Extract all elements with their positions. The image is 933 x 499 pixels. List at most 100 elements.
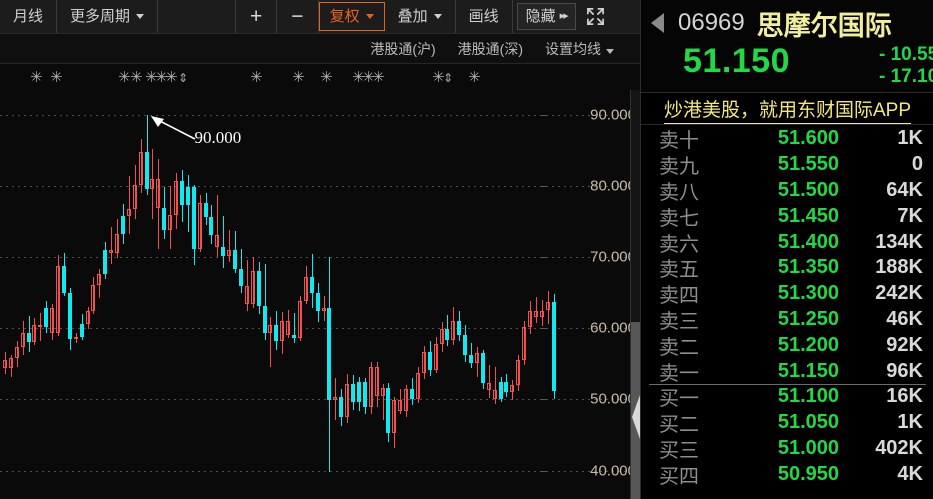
order-book-row[interactable]: 卖十 51.600 1K [641, 126, 933, 152]
order-book-level-label: 卖三 [659, 310, 699, 333]
chevron-down-icon [365, 14, 374, 19]
candle-wick [306, 265, 307, 305]
toolbar-button-label: 复权 [329, 8, 360, 25]
order-book-row[interactable]: 买三 51.000 402K [641, 436, 933, 462]
order-book-price: 51.500 [777, 178, 839, 201]
candle-wick [176, 172, 177, 230]
order-book-price: 51.300 [777, 282, 839, 305]
order-book-level-label: 卖七 [659, 207, 699, 230]
subtoolbar-link-configure-moving-average[interactable]: 设置均线 [545, 39, 614, 59]
order-book-row[interactable]: 买二 51.050 1K [641, 410, 933, 436]
order-book-price: 50.950 [777, 462, 839, 485]
order-book-row[interactable]: 卖八 51.500 64K [641, 178, 933, 204]
subtoolbar-link-hk-connect-shanghai[interactable]: 港股通(沪) [370, 39, 435, 59]
event-marker-icon: ✳ [362, 68, 375, 86]
order-book-row[interactable]: 卖七 51.450 7K [641, 203, 933, 230]
candle-body [304, 277, 308, 301]
candle-body [209, 217, 213, 236]
candle-wick [512, 379, 513, 401]
annotation-arrow-icon [150, 115, 195, 140]
candle-wick [406, 385, 407, 418]
toolbar-button-hide-panel[interactable]: 隐藏 ▸▸ [516, 3, 576, 30]
candle-body [3, 359, 7, 369]
event-marker-icon: ✳ [118, 68, 131, 86]
y-axis-label: 60.000 [590, 319, 636, 337]
toolbar-button-overlay[interactable]: 叠加 [385, 0, 456, 33]
candle-wick [5, 351, 6, 374]
order-book-row[interactable]: 卖四 51.300 242K [641, 281, 933, 307]
candle-wick [93, 277, 94, 315]
order-book-row[interactable]: 卖三 51.250 46K [641, 307, 933, 333]
candle-wick [530, 301, 531, 334]
order-book-row[interactable]: 卖九 51.550 0 [641, 152, 933, 178]
candle-wick [294, 312, 295, 344]
candle-body [221, 247, 225, 257]
candle-wick [170, 186, 171, 250]
order-book-level-label: 卖一 [659, 362, 699, 385]
panel-collapse-handle[interactable] [632, 395, 640, 439]
order-book-price: 51.450 [777, 204, 839, 227]
candle-body [286, 321, 290, 335]
candle-wick [265, 263, 266, 341]
last-price: 51.150 [683, 42, 790, 80]
candle-wick [223, 215, 224, 268]
subtoolbar-link-hk-connect-shenzhen[interactable]: 港股通(深) [458, 39, 523, 59]
order-book-row[interactable]: 卖二 51.200 92K [641, 332, 933, 359]
candle-wick [477, 346, 478, 377]
candle-body [357, 382, 361, 403]
candle-body [239, 268, 243, 286]
candle-body [333, 396, 337, 401]
y-axis-label: 90.000 [590, 106, 636, 124]
candle-body [251, 271, 255, 305]
order-book-volume: 64K [886, 178, 923, 201]
candle-wick [436, 336, 437, 374]
toolbar-button-adjust-price[interactable]: 复权 [318, 2, 385, 31]
order-book-price: 51.000 [777, 436, 839, 459]
toolbar-button-more-periods[interactable]: 更多周期 [57, 0, 159, 33]
candle-body [327, 308, 331, 401]
order-book-price: 51.600 [777, 127, 839, 150]
candle-body [257, 271, 261, 307]
axis-tick-mark [540, 471, 546, 472]
toolbar-button-draw-line[interactable]: 画线 [456, 0, 513, 33]
candle-body [115, 233, 119, 253]
candle-body [121, 215, 125, 234]
order-book-row[interactable]: 买四 50.950 4K [641, 461, 933, 488]
candle-body [504, 382, 508, 392]
candle-wick [442, 321, 443, 353]
candle-body [463, 334, 467, 356]
toolbar-button-zoom-out[interactable]: − [277, 0, 319, 33]
order-book-price: 51.100 [777, 385, 839, 408]
promo-banner[interactable]: 炒港美股，就用东财国际APP [641, 94, 933, 125]
order-book-price: 51.150 [777, 359, 839, 382]
axis-tick-mark [540, 115, 546, 116]
candlestick-plot[interactable]: 90.000 [0, 90, 630, 499]
chart-toolbar: 月线 更多周期 + − 复权 叠加 画线 隐藏 ▸▸ [0, 0, 640, 34]
candle-body [292, 334, 296, 338]
order-book-row[interactable]: 买一 51.100 16K [641, 384, 933, 410]
candle-wick [88, 306, 89, 329]
candle-wick [135, 164, 136, 220]
promo-banner-text[interactable]: 炒港美股，就用东财国际APP [663, 95, 912, 124]
candle-wick [247, 260, 248, 311]
back-triangle-icon[interactable] [651, 13, 664, 33]
candle-body [38, 325, 42, 328]
toolbar-button-fullscreen[interactable] [576, 0, 615, 33]
candle-body [440, 328, 444, 344]
candle-body [91, 284, 95, 312]
chart-gridline [0, 115, 630, 116]
candle-wick [471, 342, 472, 369]
order-book-row[interactable]: 卖五 51.350 188K [641, 255, 933, 281]
candle-body [410, 389, 414, 400]
axis-tick-mark [540, 257, 546, 258]
order-book-level-label: 买一 [659, 388, 699, 411]
candle-body [392, 400, 396, 433]
order-book-volume: 402K [875, 436, 923, 459]
toolbar-button-period-monthly[interactable]: 月线 [0, 0, 58, 33]
order-book-row[interactable]: 卖六 51.400 134K [641, 229, 933, 256]
candle-body [522, 326, 526, 360]
candle-body [139, 151, 143, 185]
order-book-row[interactable]: 卖一 51.150 96K [641, 358, 933, 385]
toolbar-button-zoom-in[interactable]: + [236, 0, 278, 33]
candle-body [56, 265, 60, 334]
